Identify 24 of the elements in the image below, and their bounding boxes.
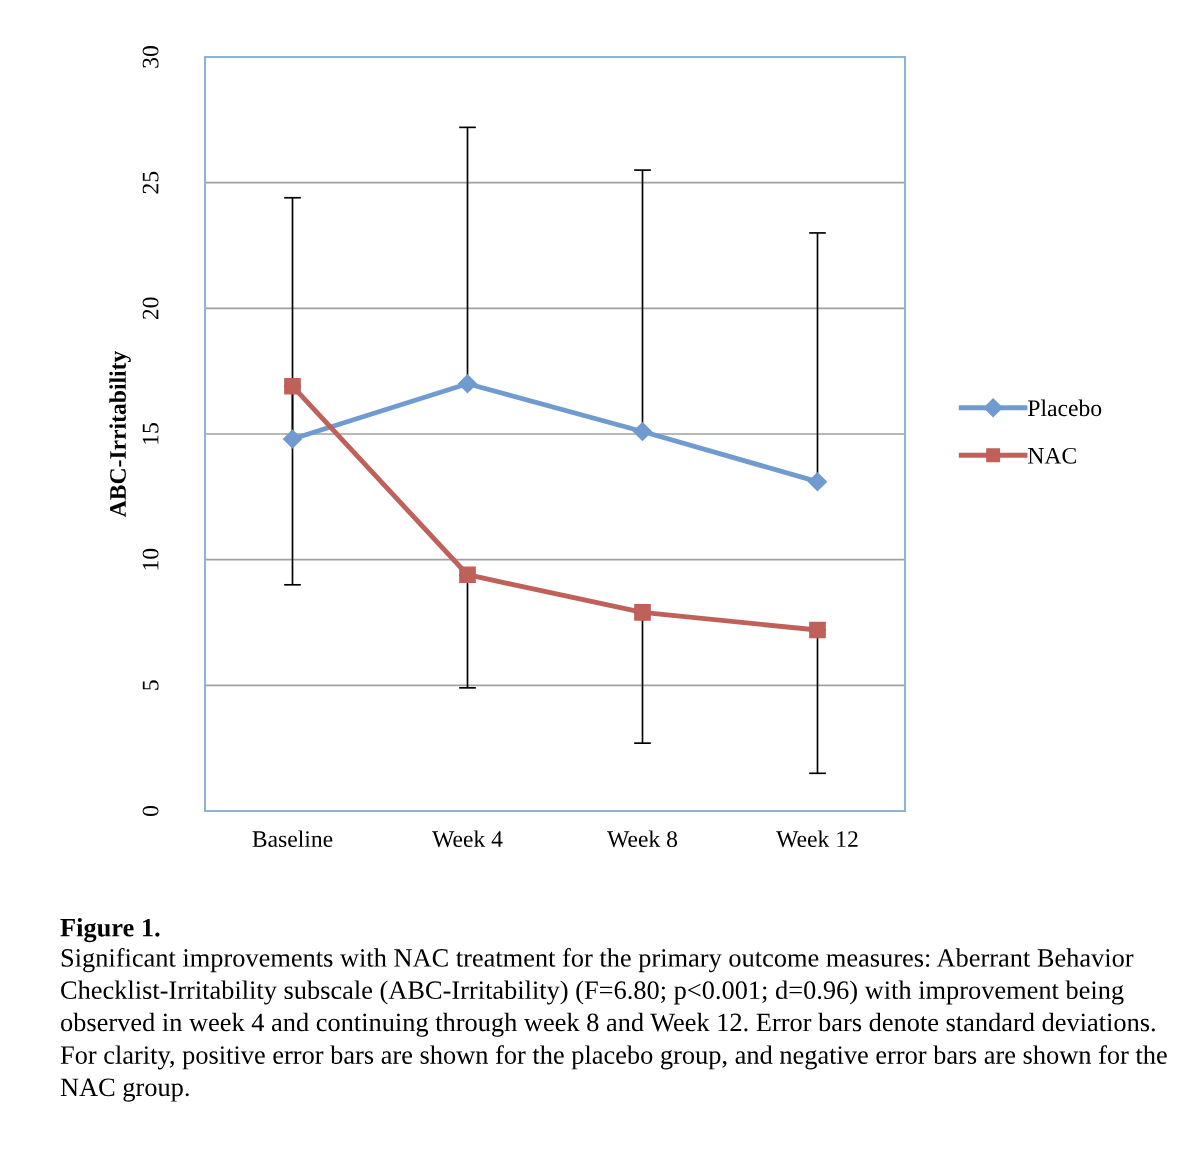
- caption: Figure 1.: [60, 918, 160, 943]
- x-tick-label: Week 12: [776, 830, 858, 848]
- x-tick-label: Week 8: [607, 830, 678, 848]
- y-axis-title: ABC-Irritability: [109, 350, 131, 518]
- point: [632, 421, 653, 442]
- legend-label: Placebo: [1028, 399, 1102, 417]
- y-tick-label: 20: [142, 297, 159, 320]
- y-tick-label: 0: [142, 806, 159, 816]
- point: [282, 429, 303, 449]
- point: [457, 374, 478, 394]
- point: [634, 604, 651, 621]
- y-tick-label: 5: [142, 680, 159, 690]
- legend-label: NAC: [1028, 447, 1076, 464]
- x-tick-label: Baseline: [252, 830, 333, 848]
- text: Significant improvements with NAC treatment for the primary outcome measures: Aberrant Behavior Checklist-Irritability subscale (ABC-Irritability) (F=6.80; p<0.001; d=0.96) with improvement being observed in week 4 and continuing through week 8 and Week 12. Error bars denote standard deviations. For clarity, positive error bars are shown for the placebo group, and negative error bars are shown for the NAC group.: [60, 948, 1167, 1102]
- y-tick-label: 15: [142, 423, 159, 444]
- y-tick-label: 30: [142, 46, 159, 68]
- x-tick-label: Week 4: [432, 830, 503, 848]
- y-tick-label: 25: [142, 171, 159, 194]
- y-tick-label: 10: [142, 548, 159, 570]
- point: [284, 377, 301, 395]
- point: [459, 566, 476, 584]
- point: [809, 621, 826, 639]
- point: [807, 472, 828, 492]
